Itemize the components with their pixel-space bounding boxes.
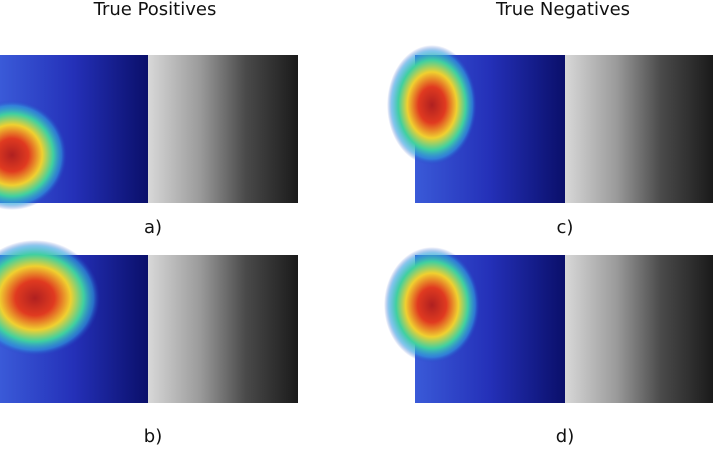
mammogram [148,255,298,403]
mammogram [565,255,713,403]
heatmap-blob [0,100,67,210]
panel-c [387,45,713,203]
mammogram [148,55,298,203]
panel-d [384,247,713,403]
panel-a [0,55,298,210]
heatmap-blob [387,45,477,165]
heatmap-blob [384,247,480,363]
mammogram [565,55,713,203]
panel-label: d) [556,426,574,447]
panel-label: a) [144,217,162,238]
column-title: True Negatives [495,0,630,20]
column-title: True Positives [93,0,217,20]
panel-label: c) [557,217,574,238]
panel-b [0,240,298,403]
heatmap-blob [0,240,100,356]
panel-label: b) [144,426,162,447]
